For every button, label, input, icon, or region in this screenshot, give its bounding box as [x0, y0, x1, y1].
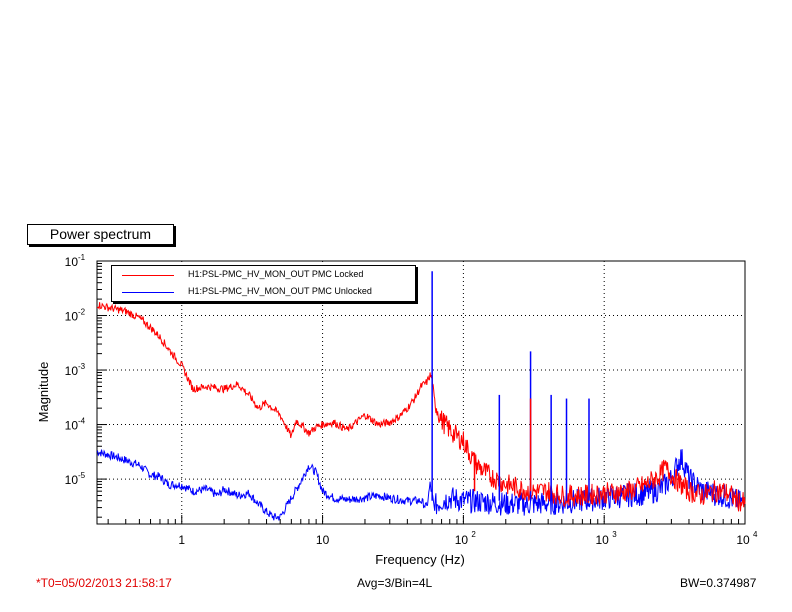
legend-label-locked: H1:PSL-PMC_HV_MON_OUT PMC Locked [188, 269, 364, 279]
x-tick-label: 10 [596, 533, 610, 547]
x-tick-label: 10 [316, 533, 330, 547]
x-tick-label: 10 [736, 533, 750, 547]
x-axis-label: Frequency (Hz) [375, 552, 465, 567]
y-tick-label: 10 [65, 473, 79, 487]
bandwidth-info: BW=0.374987 [680, 576, 757, 590]
t0-timestamp: *T0=05/02/2013 21:58:17 [36, 576, 172, 590]
y-tick-label: 10 [65, 310, 79, 324]
y-tick-label: 10 [65, 419, 79, 433]
x-tick-label-exponent: 2 [471, 530, 476, 539]
series-line-locked [97, 302, 746, 512]
avg-bin-info: Avg=3/Bin=4L [357, 576, 433, 590]
legend-label-unlocked: H1:PSL-PMC_HV_MON_OUT PMC Unlocked [188, 286, 372, 296]
legend: H1:PSL-PMC_HV_MON_OUT PMC Locked H1:PSL-… [111, 265, 416, 302]
chart-title: Power spectrum [27, 224, 174, 245]
legend-entry-unlocked: H1:PSL-PMC_HV_MON_OUT PMC Unlocked [112, 284, 415, 300]
legend-line-unlocked [122, 292, 174, 293]
x-tick-label: 10 [455, 533, 469, 547]
legend-line-locked [122, 275, 174, 276]
y-tick-label-exponent: -2 [78, 308, 86, 317]
x-tick-label-exponent: 4 [753, 530, 758, 539]
legend-entry-locked: H1:PSL-PMC_HV_MON_OUT PMC Locked [112, 267, 415, 283]
y-tick-label-exponent: -5 [78, 471, 86, 480]
y-axis-label: Magnitude [36, 362, 51, 423]
x-tick-label-exponent: 3 [612, 530, 617, 539]
y-tick-label-exponent: -1 [78, 253, 86, 262]
x-tick-label: 1 [178, 533, 185, 547]
y-tick-label-exponent: -4 [78, 417, 86, 426]
y-tick-label: 10 [65, 364, 79, 378]
series-line-unlocked [96, 449, 746, 521]
y-tick-label: 10 [65, 255, 79, 269]
y-tick-label-exponent: -3 [78, 362, 86, 371]
